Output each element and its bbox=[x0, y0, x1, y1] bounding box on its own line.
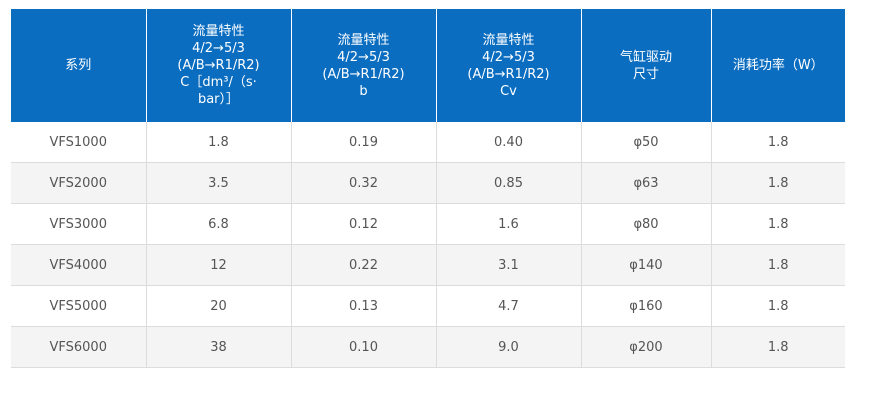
spec-table-container: 系列 流量特性 4/2→5/3 (A/B→R1/R2) C［dm³/（s· ba… bbox=[11, 9, 845, 368]
cell-power: 1.8 bbox=[711, 162, 845, 204]
cell-power: 1.8 bbox=[711, 285, 845, 327]
cell-flow-b: 0.10 bbox=[291, 326, 437, 368]
header-text: (A/B→R1/R2) bbox=[467, 66, 550, 82]
header-text: 流量特性 bbox=[482, 32, 535, 48]
cell-flow-c: 3.5 bbox=[146, 162, 292, 204]
cell-flow-b: 0.22 bbox=[291, 244, 437, 286]
header-series: 系列 bbox=[11, 9, 147, 122]
header-text: b bbox=[359, 83, 368, 99]
cell-flow-cv: 1.6 bbox=[436, 203, 582, 245]
header-text: (A/B→R1/R2) bbox=[177, 58, 260, 73]
header-text: Cv bbox=[500, 83, 517, 99]
header-text: 流量特性 bbox=[192, 24, 245, 39]
cell-series: VFS2000 bbox=[11, 162, 147, 204]
header-text: 气缸驱动 bbox=[619, 49, 672, 65]
cell-series: VFS3000 bbox=[11, 203, 147, 245]
cell-flow-b: 0.32 bbox=[291, 162, 437, 204]
header-power: 消耗功率（W） bbox=[711, 9, 845, 122]
cell-flow-b: 0.13 bbox=[291, 285, 437, 327]
header-text: 系列 bbox=[65, 58, 92, 73]
cell-flow-cv: 3.1 bbox=[436, 244, 582, 286]
cell-cylinder-size: φ50 bbox=[581, 122, 712, 163]
header-flow-c: 流量特性 4/2→5/3 (A/B→R1/R2) C［dm³/（s· bar）］ bbox=[146, 9, 292, 122]
header-text: 4/2→5/3 bbox=[482, 49, 535, 65]
header-text: 尺寸 bbox=[632, 66, 659, 82]
header-text: 4/2→5/3 bbox=[337, 49, 390, 65]
header-text: 消耗功率（W） bbox=[732, 58, 824, 73]
header-row: 系列 流量特性 4/2→5/3 (A/B→R1/R2) C［dm³/（s· ba… bbox=[11, 9, 845, 122]
table-row: VFS4000 12 0.22 3.1 φ140 1.8 bbox=[11, 244, 845, 286]
cell-cylinder-size: φ80 bbox=[581, 203, 712, 245]
table-body: VFS1000 1.8 0.19 0.40 φ50 1.8 VFS2000 3.5 0.32 0.… bbox=[11, 122, 845, 368]
header-cylinder-size: 气缸驱动 尺寸 bbox=[581, 9, 712, 122]
header-text: 流量特性 bbox=[337, 32, 390, 48]
cell-power: 1.8 bbox=[711, 203, 845, 245]
cell-cylinder-size: φ140 bbox=[581, 244, 712, 286]
cell-cylinder-size: φ63 bbox=[581, 162, 712, 204]
table-row: VFS5000 20 0.13 4.7 φ160 1.8 bbox=[11, 285, 845, 327]
table-row: VFS6000 38 0.10 9.0 φ200 1.8 bbox=[11, 326, 845, 368]
table-row: VFS3000 6.8 0.12 1.6 φ80 1.8 bbox=[11, 203, 845, 245]
cell-flow-b: 0.12 bbox=[291, 203, 437, 245]
cell-flow-cv: 0.85 bbox=[436, 162, 582, 204]
header-text: (A/B→R1/R2) bbox=[322, 66, 405, 82]
header-text: C［dm³/（s· bbox=[180, 75, 257, 90]
cell-power: 1.8 bbox=[711, 244, 845, 286]
cell-flow-cv: 4.7 bbox=[436, 285, 582, 327]
cell-flow-cv: 9.0 bbox=[436, 326, 582, 368]
header-text: 4/2→5/3 bbox=[192, 41, 245, 56]
cell-series: VFS5000 bbox=[11, 285, 147, 327]
cell-series: VFS6000 bbox=[11, 326, 147, 368]
table-row: VFS2000 3.5 0.32 0.85 φ63 1.8 bbox=[11, 162, 845, 204]
header-text: bar）］ bbox=[197, 92, 240, 107]
cell-power: 1.8 bbox=[711, 122, 845, 163]
cell-flow-c: 20 bbox=[146, 285, 292, 327]
cell-flow-c: 1.8 bbox=[146, 122, 292, 163]
cell-power: 1.8 bbox=[711, 326, 845, 368]
cell-flow-cv: 0.40 bbox=[436, 122, 582, 163]
cell-flow-c: 12 bbox=[146, 244, 292, 286]
header-flow-b: 流量特性 4/2→5/3 (A/B→R1/R2) b bbox=[291, 9, 437, 122]
cell-cylinder-size: φ200 bbox=[581, 326, 712, 368]
table-row: VFS1000 1.8 0.19 0.40 φ50 1.8 bbox=[11, 122, 845, 163]
cell-flow-c: 6.8 bbox=[146, 203, 292, 245]
spec-table: 系列 流量特性 4/2→5/3 (A/B→R1/R2) C［dm³/（s· ba… bbox=[11, 9, 845, 368]
cell-flow-b: 0.19 bbox=[291, 122, 437, 163]
cell-cylinder-size: φ160 bbox=[581, 285, 712, 327]
cell-flow-c: 38 bbox=[146, 326, 292, 368]
cell-series: VFS1000 bbox=[11, 122, 147, 163]
header-flow-cv: 流量特性 4/2→5/3 (A/B→R1/R2) Cv bbox=[436, 9, 582, 122]
cell-series: VFS4000 bbox=[11, 244, 147, 286]
